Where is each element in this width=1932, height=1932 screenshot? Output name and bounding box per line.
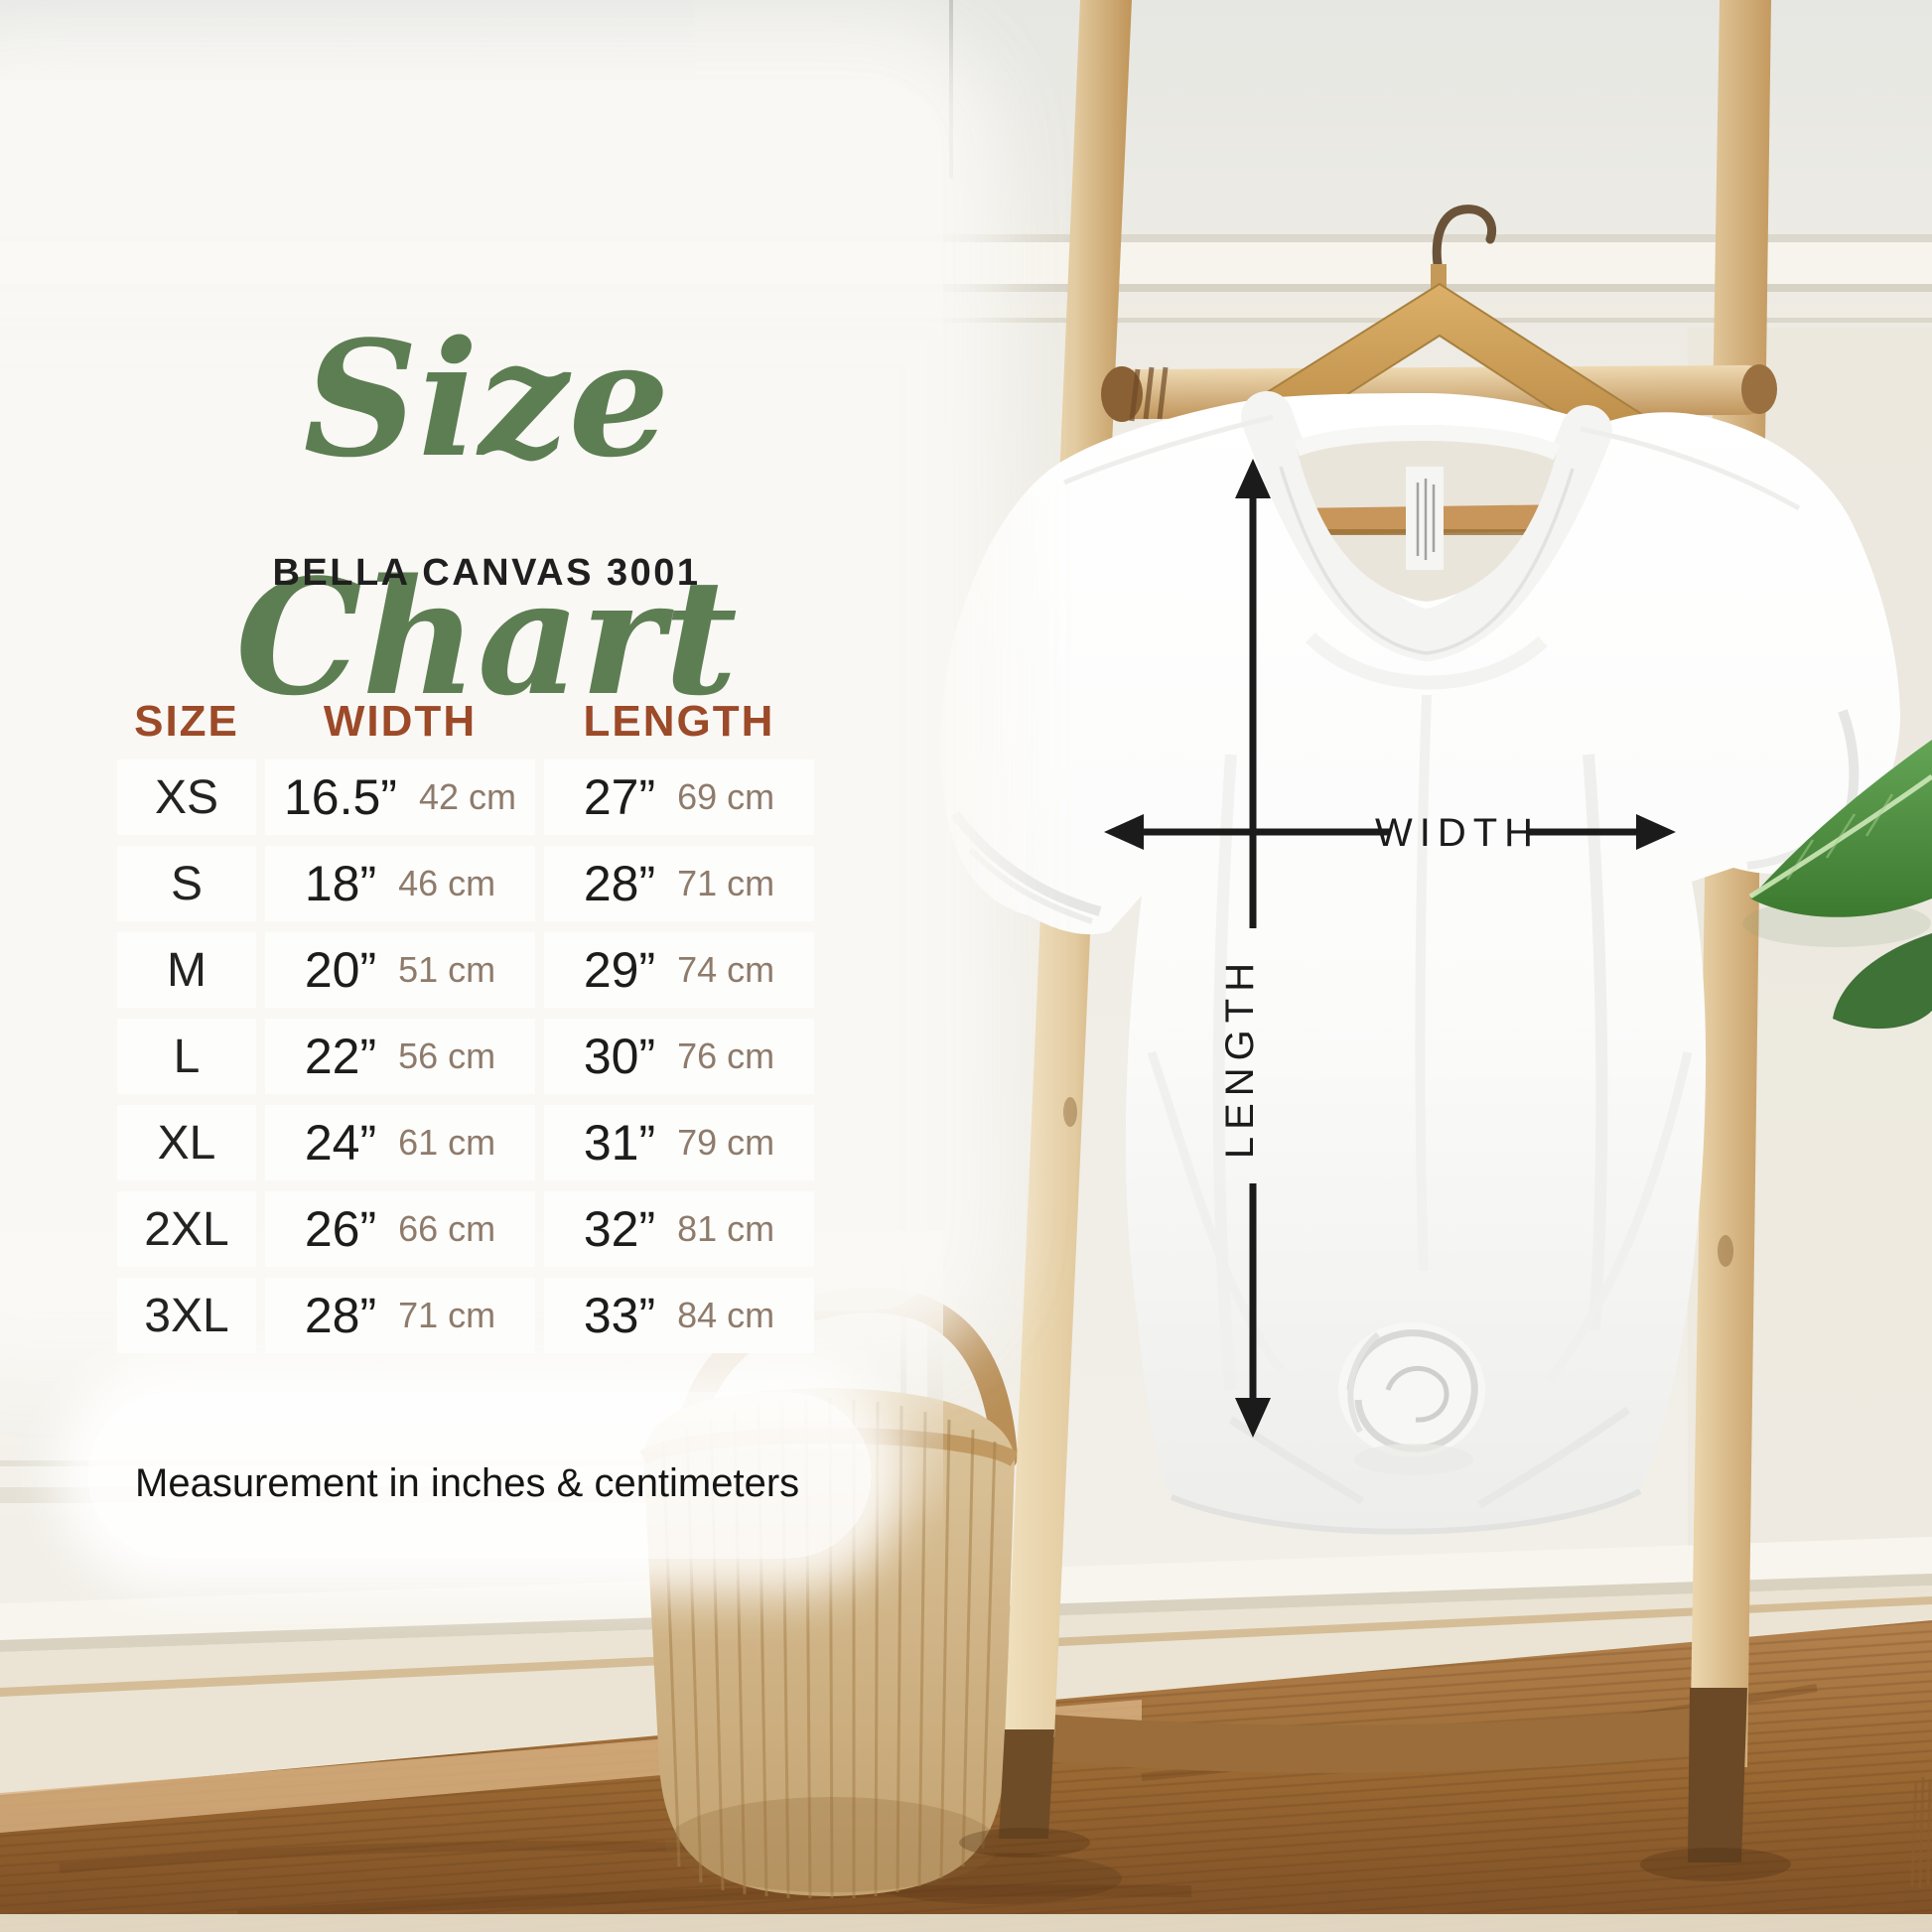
left-cuff: [951, 810, 1102, 924]
table-row-size: XS: [117, 759, 256, 835]
table-row-length: 31” 79 cm: [544, 1105, 814, 1180]
size-table: SIZE WIDTH LENGTH XS 16.5” 42 cm 27” 69 cm…: [117, 695, 814, 1353]
table-row-length: 27” 69 cm: [544, 759, 814, 835]
back-collar: [1293, 424, 1561, 461]
table-row-length: 28” 71 cm: [544, 846, 814, 921]
length-inches: 32”: [583, 1201, 656, 1257]
length-dimension-label: LENGTH: [1218, 956, 1262, 1159]
table-row-size: M: [117, 932, 256, 1008]
length-cm: 79 cm: [677, 1122, 775, 1163]
table-row-width: 24” 61 cm: [265, 1105, 535, 1180]
fabric-folds: [1147, 694, 1693, 1509]
width-inches: 20”: [304, 942, 377, 998]
table-row-size: 3XL: [117, 1278, 256, 1353]
length-inches: 29”: [583, 942, 656, 998]
column-header-size: SIZE: [134, 697, 239, 746]
length-inches: 30”: [583, 1029, 656, 1084]
length-inches: 33”: [583, 1288, 656, 1343]
length-cm: 74 cm: [677, 949, 775, 990]
width-cm: 42 cm: [418, 776, 516, 817]
table-row-length: 33” 84 cm: [544, 1278, 814, 1353]
width-inches: 18”: [304, 856, 377, 911]
length-cm: 84 cm: [677, 1295, 775, 1335]
page-title: Size Chart: [235, 306, 738, 731]
length-inches: 27”: [583, 769, 656, 825]
table-row-size: XL: [117, 1105, 256, 1180]
ladder-bottom-rung: [1040, 1704, 1733, 1773]
table-row-length: 32” 81 cm: [544, 1191, 814, 1267]
table-row-width: 16.5” 42 cm: [265, 759, 535, 835]
collar-stitch: [1279, 466, 1575, 655]
table-row-width: 18” 46 cm: [265, 846, 535, 921]
knot: [1338, 1322, 1485, 1475]
corner-fringe: [1910, 1776, 1932, 1889]
leaf-vein: [1748, 773, 1932, 899]
table-row-width: 20” 51 cm: [265, 932, 535, 1008]
table-row-size: L: [117, 1019, 256, 1094]
table-row-width: 22” 56 cm: [265, 1019, 535, 1094]
width-cm: 56 cm: [398, 1035, 496, 1076]
collar-band: [1241, 391, 1612, 662]
leaf-small: [1833, 933, 1932, 1030]
length-arrow: [1235, 459, 1271, 1438]
length-cm: 69 cm: [677, 776, 775, 817]
length-cm: 81 cm: [677, 1208, 775, 1249]
width-inches: 24”: [304, 1115, 377, 1171]
length-inches: 28”: [583, 856, 656, 911]
width-arrow: [1104, 814, 1676, 850]
table-row-size: 2XL: [117, 1191, 256, 1267]
width-inches: 26”: [304, 1201, 377, 1257]
length-cm: 71 cm: [677, 863, 775, 903]
width-cm: 61 cm: [398, 1122, 496, 1163]
page-subtitle: BELLA CANVAS 3001: [272, 552, 701, 594]
width-inches: 22”: [304, 1029, 377, 1084]
width-inches: 16.5”: [283, 769, 397, 825]
width-cm: 66 cm: [398, 1208, 496, 1249]
width-cm: 71 cm: [398, 1295, 496, 1335]
table-row-width: 26” 66 cm: [265, 1191, 535, 1267]
table-row-width: 28” 71 cm: [265, 1278, 535, 1353]
hanger-hook: [1432, 205, 1496, 281]
width-cm: 51 cm: [398, 949, 496, 990]
width-cm: 46 cm: [398, 863, 496, 903]
plant-leaf: [1742, 740, 1932, 1030]
width-dimension-label: WIDTH: [1375, 811, 1540, 855]
table-row-length: 29” 74 cm: [544, 932, 814, 1008]
table-row-length: 30” 76 cm: [544, 1019, 814, 1094]
length-cm: 76 cm: [677, 1035, 775, 1076]
length-inches: 31”: [583, 1115, 656, 1171]
column-header-width: WIDTH: [323, 697, 478, 746]
column-header-length: LENGTH: [583, 697, 775, 746]
note-backdrop: [87, 1392, 872, 1559]
width-inches: 28”: [304, 1288, 377, 1343]
hem-shadow: [1170, 1488, 1642, 1535]
table-row-size: S: [117, 846, 256, 921]
measurement-note: Measurement in inches & centimeters: [135, 1461, 800, 1505]
